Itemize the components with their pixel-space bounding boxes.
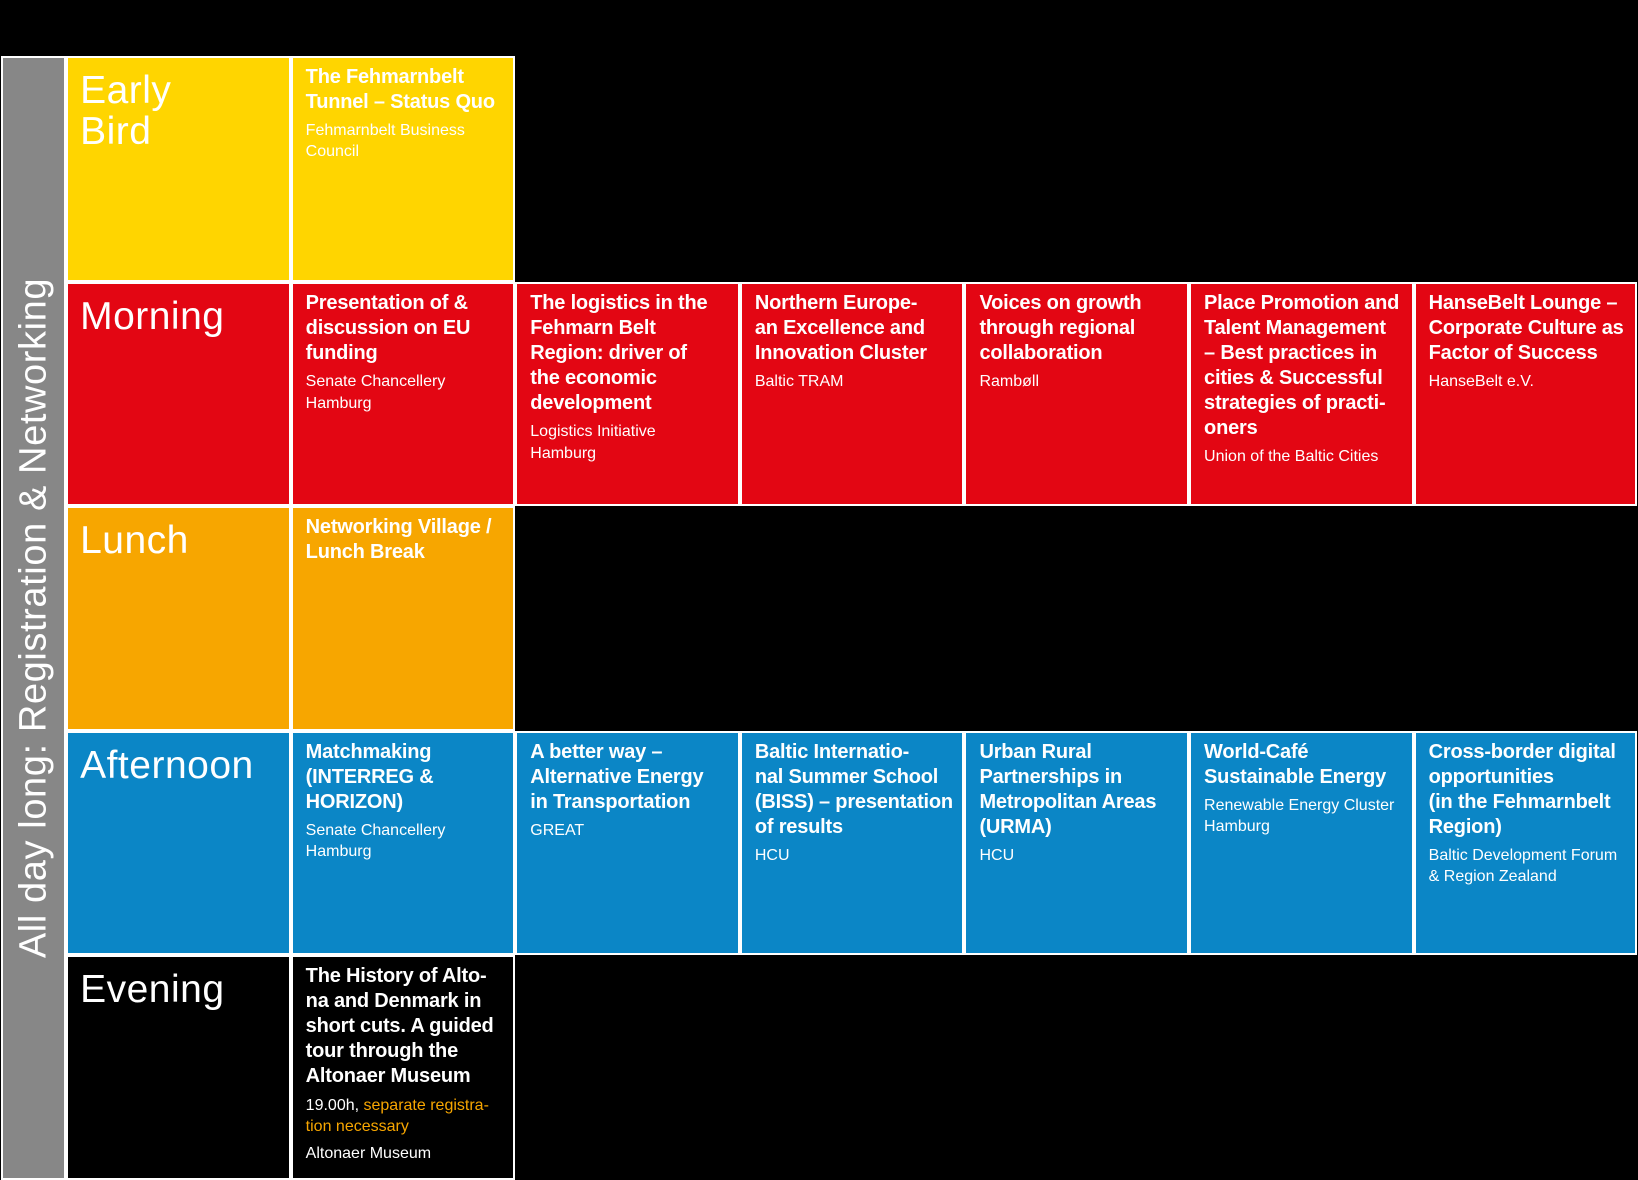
- card-title: Urban Rural Partnerships in Metropolitan…: [979, 740, 1157, 838]
- card-title: Place Promotion and Talent Management – …: [1204, 292, 1400, 440]
- card-title: The logistics in the Fehmarn Belt Region…: [530, 292, 708, 415]
- card-organizer: GREAT: [530, 821, 585, 839]
- card-hansebelt-lounge: HanseBelt Lounge – Corporate Culture as …: [1413, 282, 1638, 507]
- card-urma: Urban Rural Partnerships in Metropolitan…: [964, 730, 1190, 955]
- card-organizer: Senate Chancellery Hamburg: [305, 373, 446, 412]
- card-organizer: HCU: [754, 846, 790, 864]
- card-title: Northern Europe- an Excellence and Innov…: [754, 292, 927, 365]
- card-organizer: Logistics Initiative Hamburg: [530, 423, 656, 462]
- card-innovation-cluster: Northern Europe- an Excellence and Innov…: [739, 282, 965, 507]
- row-label-afternoon: Afternoon: [66, 730, 291, 955]
- card-place-promotion: Place Promotion and Talent Management – …: [1189, 282, 1414, 507]
- card-title: Baltic Internatio- nal Summer School (BI…: [754, 740, 953, 838]
- row-label-lunch: Lunch: [66, 506, 291, 731]
- card-title: Networking Village / Lunch Break: [305, 516, 492, 564]
- card-organizer: HCU: [979, 846, 1015, 864]
- card-organizer: HanseBelt e.V.: [1428, 373, 1534, 391]
- card-world-cafe: World-Café Sustainable Energy Renewable …: [1189, 730, 1414, 955]
- card-title: Presentation of & discussion on EU fundi…: [305, 292, 471, 365]
- card-organizer: Union of the Baltic Cities: [1204, 448, 1379, 466]
- card-organizer: Rambøll: [979, 373, 1040, 391]
- row-label-morning: Morning: [66, 282, 291, 507]
- card-title: Matchmaking (INTERREG & HORIZON): [305, 740, 434, 813]
- card-title: The Fehmarnbelt Tunnel – Status Quo: [305, 65, 495, 113]
- card-cross-border: Cross-border digital opportunities (in t…: [1413, 730, 1638, 955]
- card-voices-on-growth: Voices on growth through regional collab…: [964, 282, 1190, 507]
- card-altonaer-museum-tour: The History of Alto- na and Denmark in s…: [290, 954, 516, 1180]
- card-organizer: Baltic TRAM: [754, 373, 844, 391]
- all-day-sidebar: All day long: Registration & Networking: [1, 55, 67, 1180]
- card-organizer: Renewable Energy Cluster Hamburg: [1204, 796, 1395, 836]
- card-title: World-Café Sustainable Energy: [1204, 740, 1387, 788]
- card-organizer: Baltic Development Forum & Region Zealan…: [1428, 846, 1618, 886]
- card-organizer: Senate Chancellery Hamburg: [305, 821, 446, 861]
- program-grid: All day long: Registration & Networking …: [1, 55, 1638, 1180]
- card-title: A better way – Alternative Energy in Tra…: [530, 740, 704, 813]
- row-label-early-bird: Early Bird: [66, 55, 291, 283]
- card-title: Voices on growth through regional collab…: [979, 292, 1142, 365]
- card-title: Cross-border digital opportunities (in t…: [1428, 740, 1616, 838]
- card-organizer: Altonaer Museum: [305, 1144, 432, 1162]
- card-title: HanseBelt Lounge – Corporate Culture as …: [1428, 292, 1624, 365]
- card-biss: Baltic Internatio- nal Summer School (BI…: [739, 730, 965, 955]
- card-time: 19.00h,: [305, 1096, 364, 1114]
- card-better-way: A better way – Alternative Energy in Tra…: [515, 730, 740, 955]
- all-day-sidebar-label: All day long: Registration & Networking: [12, 277, 55, 958]
- row-label-evening: Evening: [66, 954, 291, 1180]
- card-logistics: The logistics in the Fehmarn Belt Region…: [515, 282, 740, 507]
- card-matchmaking: Matchmaking (INTERREG & HORIZON) Senate …: [290, 730, 516, 955]
- card-title: The History of Alto- na and Denmark in s…: [305, 964, 494, 1087]
- card-eu-funding: Presentation of & discussion on EU fundi…: [290, 282, 516, 507]
- card-organizer: Fehmarnbelt Business Council: [305, 121, 465, 161]
- card-time-notice: 19.00h, separate registra- tion necessar…: [306, 1095, 509, 1138]
- card-networking-village: Networking Village / Lunch Break: [290, 506, 516, 731]
- card-registration-note: separate registra- tion necessary: [305, 1096, 489, 1136]
- card-fehmarnbelt-tunnel: The Fehmarnbelt Tunnel – Status Quo Fehm…: [290, 55, 516, 283]
